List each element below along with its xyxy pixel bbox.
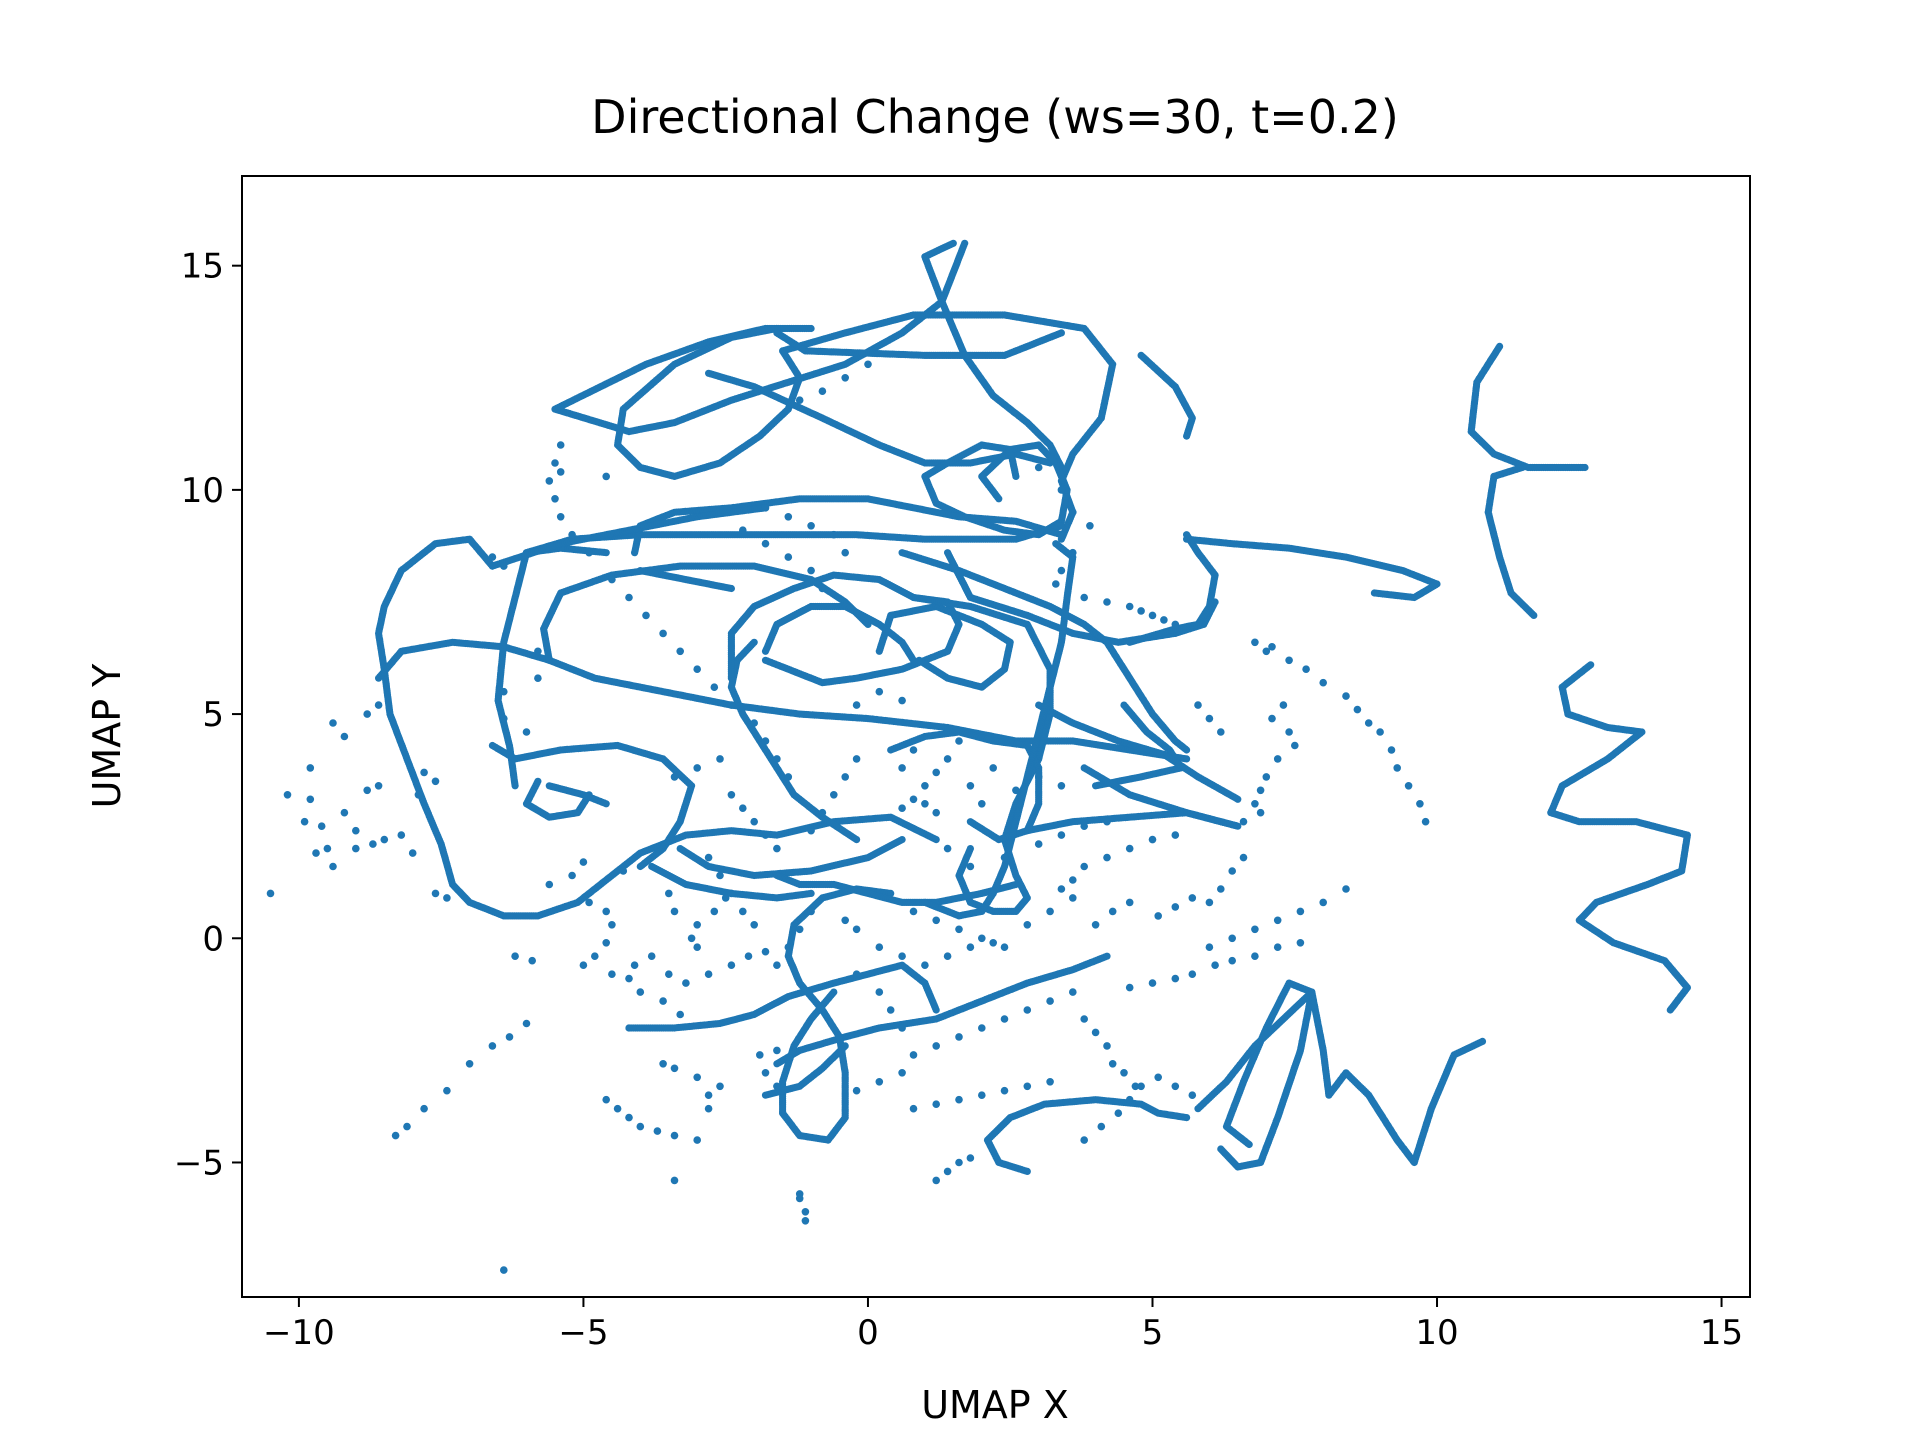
data-point xyxy=(1183,755,1191,763)
data-point xyxy=(898,836,906,844)
data-point xyxy=(1183,1114,1191,1122)
data-point xyxy=(807,324,815,333)
data-point xyxy=(1581,463,1589,472)
data-point xyxy=(773,329,781,337)
data-point xyxy=(995,495,1003,503)
data-point xyxy=(1057,531,1065,539)
data-point xyxy=(932,836,940,844)
plot-area xyxy=(266,239,1691,1274)
trajectory-1 xyxy=(1484,463,1538,620)
data-point xyxy=(1217,1145,1225,1153)
data-point xyxy=(1057,522,1065,530)
data-point xyxy=(636,567,644,575)
chart-title: Directional Change (ws=30, t=0.2) xyxy=(591,90,1399,144)
trajectory-2 xyxy=(1547,661,1691,1014)
data-point xyxy=(636,862,644,871)
data-point xyxy=(853,836,861,844)
data-point xyxy=(602,800,610,808)
data-point xyxy=(1530,611,1538,620)
data-point xyxy=(1666,1006,1674,1014)
data-point xyxy=(1478,1037,1487,1045)
data-point xyxy=(1183,432,1191,440)
